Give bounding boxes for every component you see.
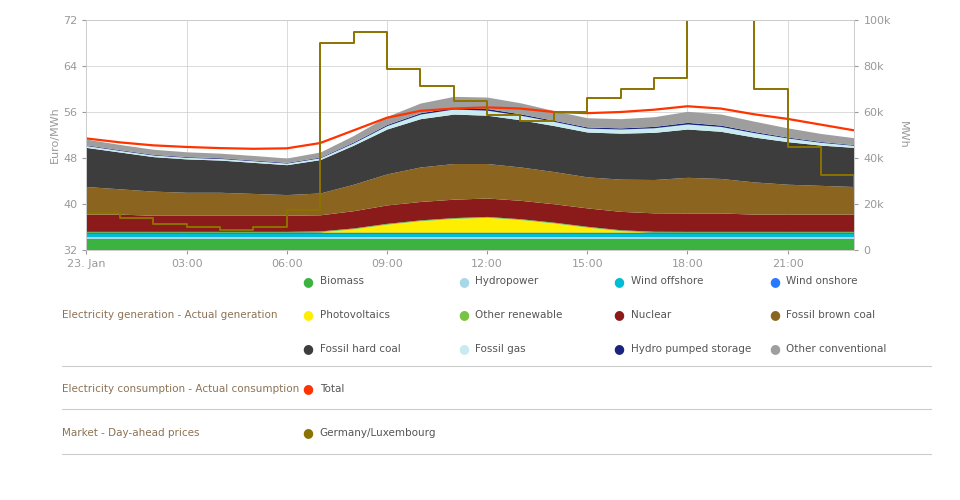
Text: ●: ● xyxy=(613,275,624,288)
Text: ●: ● xyxy=(302,275,313,288)
Text: Photovoltaics: Photovoltaics xyxy=(320,310,390,320)
Text: ●: ● xyxy=(613,308,624,322)
Text: Wind offshore: Wind offshore xyxy=(631,276,703,286)
Text: ●: ● xyxy=(302,382,313,396)
Text: ●: ● xyxy=(302,342,313,355)
Text: Other conventional: Other conventional xyxy=(786,344,887,353)
Text: Fossil hard coal: Fossil hard coal xyxy=(320,344,400,353)
Text: ●: ● xyxy=(458,342,468,355)
Text: ●: ● xyxy=(302,308,313,322)
Text: Fossil gas: Fossil gas xyxy=(475,344,526,353)
Text: Electricity consumption - Actual consumption: Electricity consumption - Actual consump… xyxy=(62,384,300,394)
Text: Total: Total xyxy=(320,384,344,394)
Text: Hydropower: Hydropower xyxy=(475,276,539,286)
Text: Electricity generation - Actual generation: Electricity generation - Actual generati… xyxy=(62,310,277,320)
Text: ●: ● xyxy=(769,308,780,322)
Text: ●: ● xyxy=(302,426,313,439)
Text: ●: ● xyxy=(613,342,624,355)
Text: ●: ● xyxy=(769,342,780,355)
Text: ●: ● xyxy=(769,275,780,288)
Text: Germany/Luxembourg: Germany/Luxembourg xyxy=(320,428,436,438)
Text: Nuclear: Nuclear xyxy=(631,310,671,320)
Text: Biomass: Biomass xyxy=(320,276,364,286)
Text: Market - Day-ahead prices: Market - Day-ahead prices xyxy=(62,428,200,438)
Y-axis label: Euro/MWh: Euro/MWh xyxy=(50,106,60,164)
Text: Fossil brown coal: Fossil brown coal xyxy=(786,310,876,320)
Text: ●: ● xyxy=(458,275,468,288)
Y-axis label: MWh: MWh xyxy=(898,121,907,149)
Text: ●: ● xyxy=(458,308,468,322)
Text: Hydro pumped storage: Hydro pumped storage xyxy=(631,344,751,353)
Text: Wind onshore: Wind onshore xyxy=(786,276,857,286)
Text: Other renewable: Other renewable xyxy=(475,310,563,320)
